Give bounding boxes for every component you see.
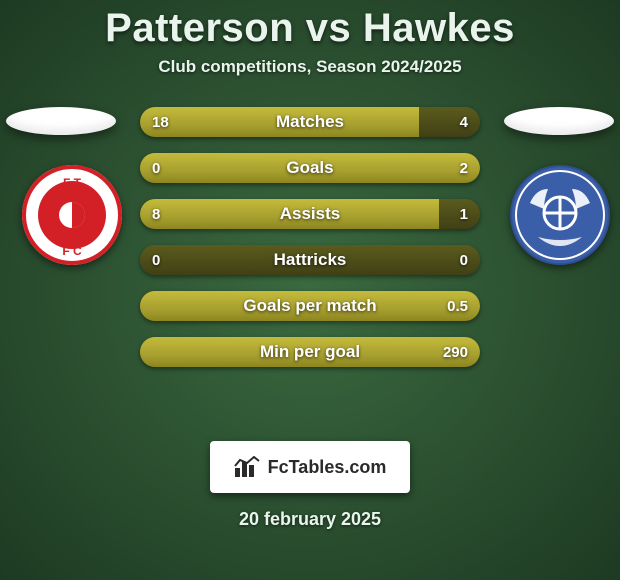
bar-left-fill bbox=[140, 107, 419, 137]
page-title: Patterson vs Hawkes bbox=[0, 0, 620, 51]
stat-row: 02Goals bbox=[140, 153, 480, 183]
left-pedestal bbox=[6, 107, 116, 135]
bar-chart-icon bbox=[234, 456, 260, 478]
stat-row: 0 0Hattricks bbox=[140, 245, 480, 275]
date-text: 20 february 2025 bbox=[0, 509, 620, 530]
stat-left-value: 0 bbox=[152, 245, 160, 275]
fleetwood-logo-icon: F T F C bbox=[22, 165, 122, 265]
bar-right-fill bbox=[140, 153, 480, 183]
stat-row: 290Min per goal bbox=[140, 337, 480, 367]
stat-row: 0.5Goals per match bbox=[140, 291, 480, 321]
stat-label: Hattricks bbox=[140, 245, 480, 275]
svg-text:F T: F T bbox=[63, 176, 82, 190]
stat-right-value: 4 bbox=[460, 107, 468, 137]
bar-right-fill bbox=[140, 337, 480, 367]
right-club-logo bbox=[510, 165, 610, 265]
brand-text: FcTables.com bbox=[268, 457, 387, 478]
brand-badge: FcTables.com bbox=[210, 441, 410, 493]
stat-right-value: 1 bbox=[460, 199, 468, 229]
left-club-logo: F T F C bbox=[22, 165, 122, 265]
svg-text:F C: F C bbox=[62, 244, 82, 258]
bar-left-fill bbox=[140, 199, 439, 229]
comparison-stage: F T F C 184Matches 02Goals 81Assists 0 0Hatt… bbox=[0, 107, 620, 417]
stat-row: 184Matches bbox=[140, 107, 480, 137]
bar-right-fill bbox=[140, 291, 480, 321]
stat-right-value: 0 bbox=[460, 245, 468, 275]
right-pedestal bbox=[504, 107, 614, 135]
tranmere-logo-icon bbox=[510, 165, 610, 265]
stat-row: 81Assists bbox=[140, 199, 480, 229]
subtitle: Club competitions, Season 2024/2025 bbox=[0, 57, 620, 77]
content-wrapper: Patterson vs Hawkes Club competitions, S… bbox=[0, 0, 620, 530]
stat-bars: 184Matches 02Goals 81Assists 0 0Hattricks 0.5… bbox=[140, 107, 480, 383]
